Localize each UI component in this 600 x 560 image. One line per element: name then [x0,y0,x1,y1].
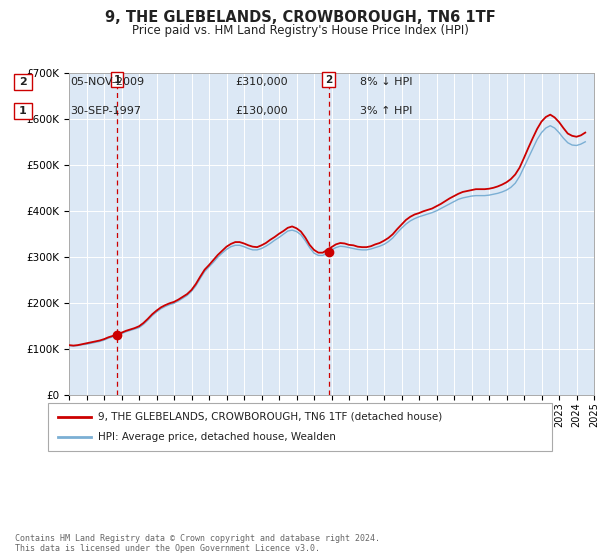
Text: 2: 2 [325,74,332,85]
Text: 2: 2 [19,77,27,87]
Text: 1: 1 [113,74,121,85]
Text: 3% ↑ HPI: 3% ↑ HPI [360,106,412,116]
Text: 8% ↓ HPI: 8% ↓ HPI [360,77,413,87]
Text: HPI: Average price, detached house, Wealden: HPI: Average price, detached house, Weal… [98,432,336,442]
Text: Contains HM Land Registry data © Crown copyright and database right 2024.
This d: Contains HM Land Registry data © Crown c… [15,534,380,553]
Text: 05-NOV-2009: 05-NOV-2009 [70,77,144,87]
Text: Price paid vs. HM Land Registry's House Price Index (HPI): Price paid vs. HM Land Registry's House … [131,24,469,36]
Text: 9, THE GLEBELANDS, CROWBOROUGH, TN6 1TF (detached house): 9, THE GLEBELANDS, CROWBOROUGH, TN6 1TF … [98,412,443,422]
Text: £310,000: £310,000 [235,77,287,87]
FancyBboxPatch shape [14,74,32,90]
Text: 1: 1 [19,106,27,116]
FancyBboxPatch shape [48,403,552,451]
Text: £130,000: £130,000 [235,106,287,116]
Text: 30-SEP-1997: 30-SEP-1997 [70,106,141,116]
FancyBboxPatch shape [14,103,32,119]
Text: 9, THE GLEBELANDS, CROWBOROUGH, TN6 1TF: 9, THE GLEBELANDS, CROWBOROUGH, TN6 1TF [104,10,496,25]
